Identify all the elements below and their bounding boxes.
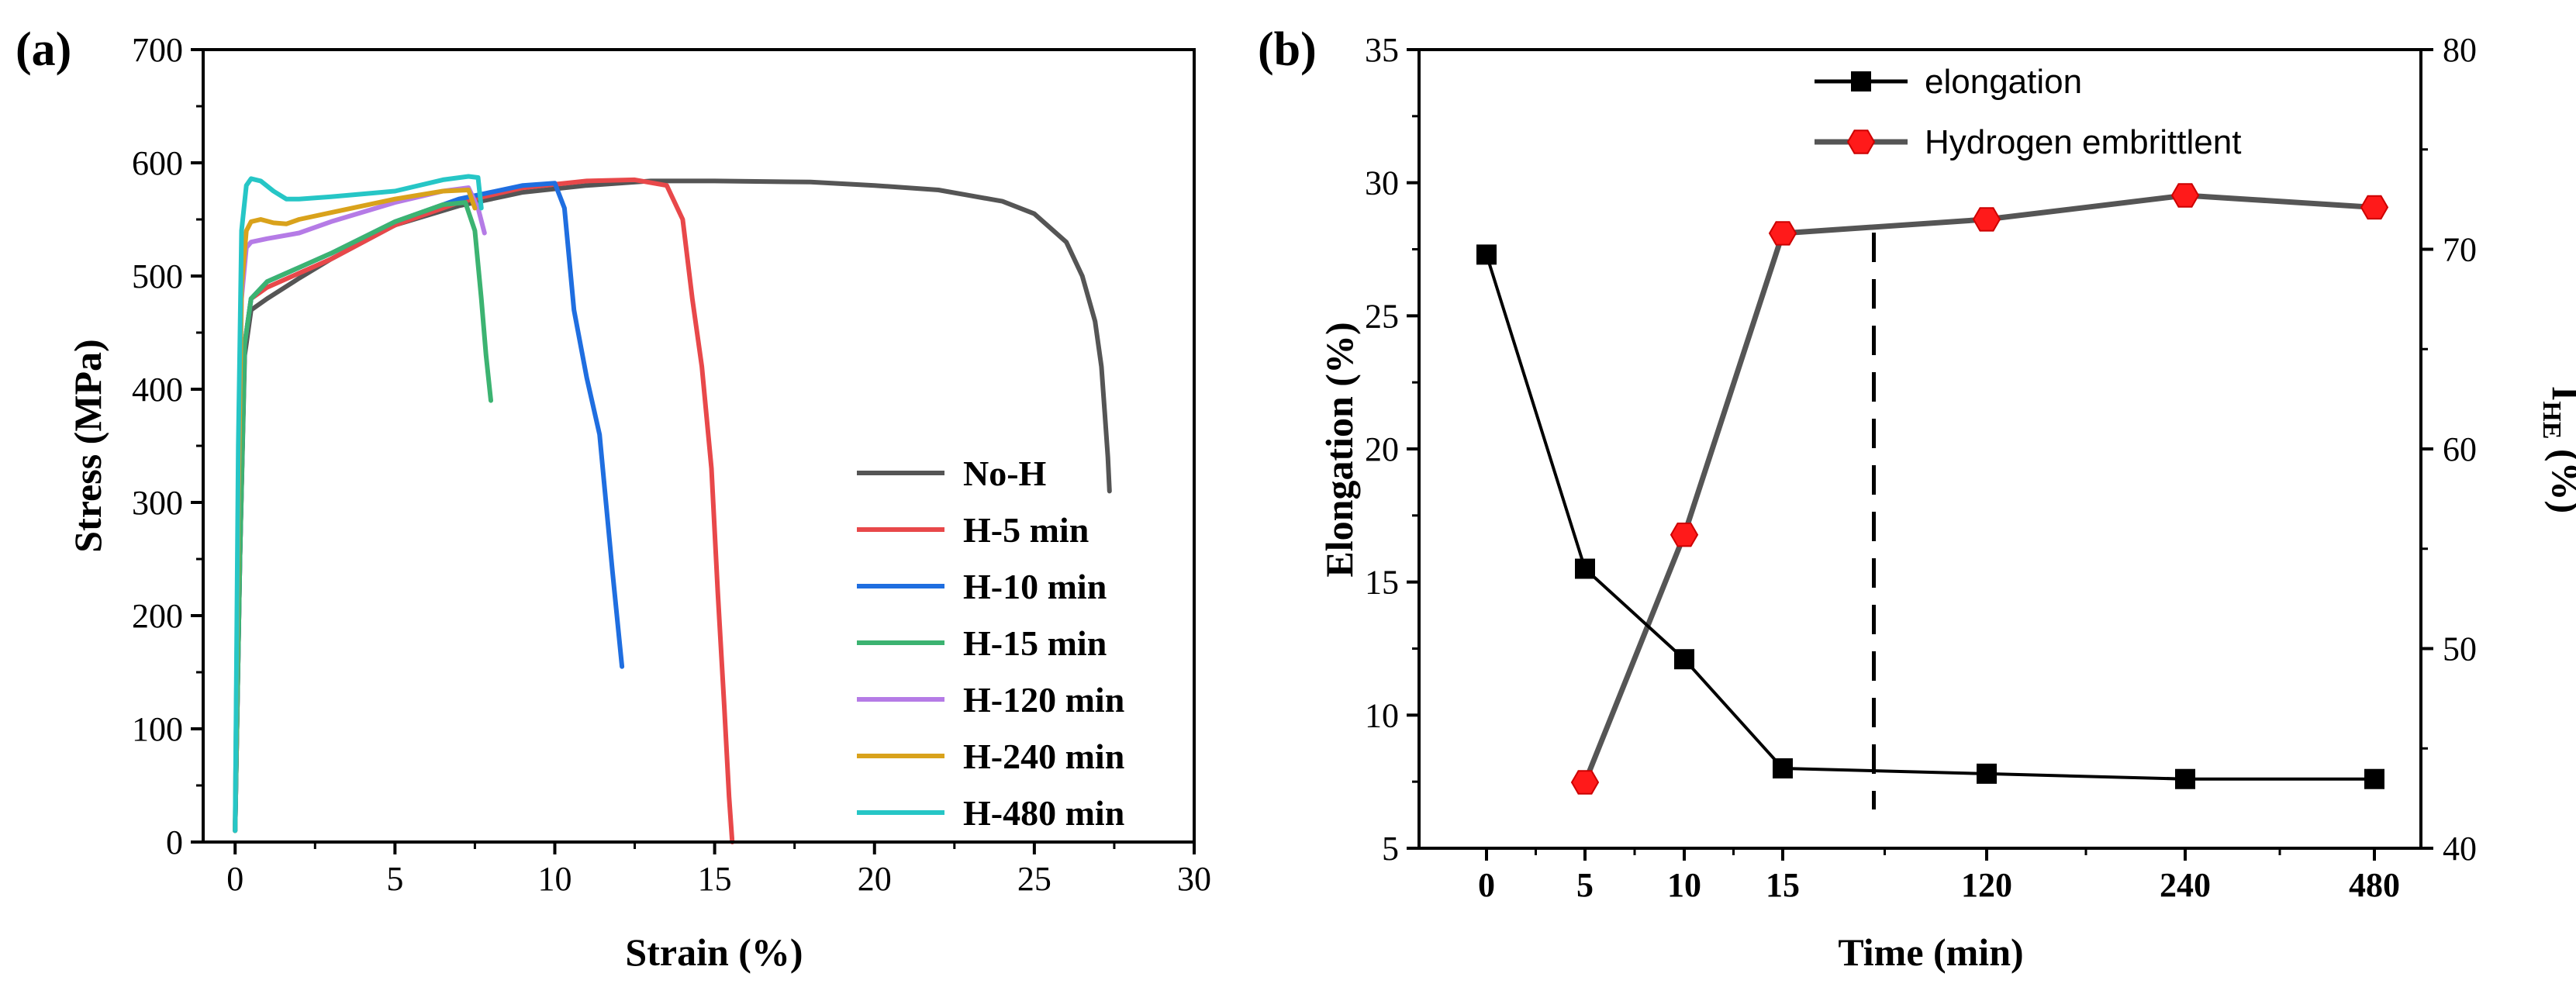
- elongation-marker: [1476, 244, 1497, 265]
- panel-label: (b): [1258, 23, 1317, 76]
- hydrogen-marker: [1670, 523, 1699, 547]
- x-tick-label: 30: [1177, 860, 1211, 898]
- legend-label: elongation: [1925, 63, 2082, 101]
- hydrogen-marker: [2360, 195, 2389, 220]
- y2-axis-label: IHE (%): [2537, 386, 2576, 513]
- y-tick-label: 700: [132, 31, 183, 69]
- x-tick-label: 120: [1961, 866, 2012, 904]
- x-axis-label: Time (min): [1838, 930, 2023, 974]
- y-tick-label: 500: [132, 257, 183, 295]
- x-tick-label: 15: [698, 860, 732, 898]
- legend-label: No-H: [963, 454, 1047, 493]
- y2-tick-label: 60: [2443, 430, 2477, 468]
- hydrogen-marker: [1768, 221, 1797, 246]
- x-tick-label: 5: [1576, 866, 1594, 904]
- legend-label: H-5 min: [963, 510, 1089, 550]
- hydrogen-marker: [1570, 770, 1600, 795]
- y2-tick-label: 40: [2443, 830, 2477, 868]
- y-axis-label: Elongation (%): [1317, 322, 1361, 577]
- y2-tick-label: 80: [2443, 31, 2477, 69]
- y-tick-label: 10: [1365, 696, 1399, 734]
- x-tick-label: 5: [386, 860, 403, 898]
- elongation-marker: [1977, 763, 1997, 784]
- y-tick-label: 100: [132, 710, 183, 748]
- legend-label: Hydrogen embrittlent: [1925, 123, 2241, 161]
- x-tick-label: 0: [1478, 866, 1495, 904]
- legend-label: H-240 min: [963, 737, 1124, 776]
- y-tick-label: 25: [1365, 297, 1399, 335]
- hydrogen-marker: [1972, 207, 2001, 232]
- series-line-1: [233, 177, 735, 844]
- y-tick-label: 30: [1365, 164, 1399, 202]
- series-line-6: [233, 174, 484, 834]
- x-tick-label: 240: [2160, 866, 2211, 904]
- elongation-marker: [1773, 758, 1793, 778]
- series-line-0: [233, 178, 1112, 834]
- y-axis-label: Stress (MPa): [66, 339, 109, 552]
- panel-b: 0 5 10 15 120 240 480 5 10 15 20 25 30 35 40 50 60 70 80 Ti…: [1258, 23, 2576, 974]
- y2-label-main: I: [2544, 386, 2576, 401]
- elongation-marker: [2175, 768, 2195, 789]
- x-tick-label: 15: [1766, 866, 1800, 904]
- legend-label: H-15 min: [963, 623, 1107, 663]
- x-tick-label: 480: [2349, 866, 2400, 904]
- elongation-marker: [1674, 649, 1694, 670]
- y-tick-label: 15: [1365, 564, 1399, 602]
- y-tick-label: 400: [132, 371, 183, 409]
- y-tick-label: 200: [132, 597, 183, 635]
- y2-tick-label: 50: [2443, 630, 2477, 668]
- plot-frame: [1417, 48, 2422, 850]
- legend-label: H-10 min: [963, 567, 1107, 606]
- series-line-hydrogen: [1582, 192, 2375, 784]
- y-tick-label: 20: [1365, 430, 1399, 468]
- hydrogen-marker: [2170, 183, 2200, 208]
- x-tick-label: 0: [226, 860, 243, 898]
- y-tick-label: 0: [166, 823, 183, 861]
- x-tick-label: 10: [537, 860, 571, 898]
- y-tick-label: 5: [1382, 830, 1399, 868]
- y-tick-label: 300: [132, 484, 183, 522]
- x-tick-label: 10: [1667, 866, 1701, 904]
- y-tick-label: 35: [1365, 31, 1399, 69]
- y2-tick-label: 70: [2443, 231, 2477, 269]
- x-tick-label: 25: [1017, 860, 1051, 898]
- y2-label-tail: (%): [2544, 439, 2576, 513]
- y-tick-label: 600: [132, 144, 183, 182]
- x-axis-label: Strain (%): [625, 930, 803, 974]
- elongation-marker: [2364, 768, 2384, 789]
- legend-label: H-480 min: [963, 793, 1124, 833]
- x-tick-label: 20: [858, 860, 892, 898]
- elongation-marker: [1575, 558, 1595, 579]
- y2-label-sub: HE: [2537, 401, 2566, 439]
- legend-label: H-120 min: [963, 680, 1124, 720]
- plot-frame: [202, 48, 1196, 844]
- panel-label: (a): [16, 23, 71, 76]
- panel-a: 0 5 10 15 20 25 300100200300400500600700Strain…: [16, 23, 1211, 974]
- series-line-3: [233, 200, 493, 834]
- legend-marker-hydrogen: [1846, 129, 1876, 154]
- legend-marker-elongation: [1851, 71, 1871, 91]
